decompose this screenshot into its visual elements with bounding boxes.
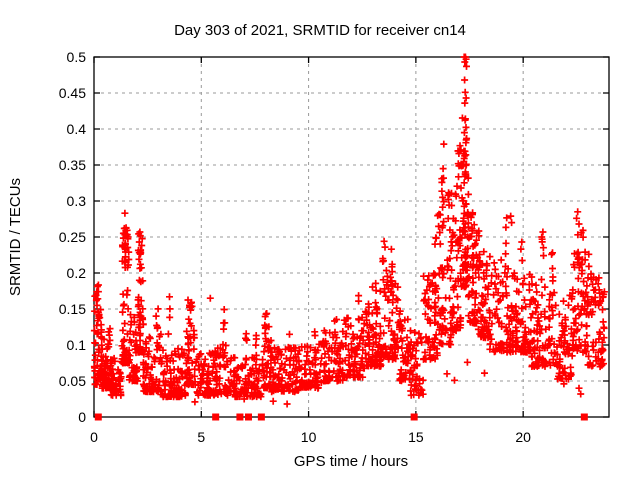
x-tick-label: 10	[301, 429, 317, 445]
zero-value-marker	[257, 413, 265, 421]
zero-value-marker	[236, 413, 244, 421]
zero-value-marker	[245, 413, 252, 421]
zero-value-marker	[212, 413, 220, 421]
y-tick-label: 0.1	[67, 337, 87, 353]
x-axis-label: GPS time / hours	[294, 453, 408, 470]
x-tick-label: 20	[515, 429, 531, 445]
x-tick-labels: 0 5 10 15 20	[90, 429, 531, 445]
zero-value-marker	[410, 413, 418, 421]
y-tick-label: 0.3	[67, 193, 87, 209]
y-tick-label: 0	[78, 409, 86, 425]
y-axis-label: SRMTID / TECUs	[7, 178, 24, 296]
y-tick-label: 0.5	[67, 49, 87, 65]
y-tick-label: 0.25	[59, 229, 86, 245]
zero-value-marker	[94, 413, 102, 421]
y-tick-label: 0.2	[67, 265, 87, 281]
x-tick-label: 15	[408, 429, 424, 445]
y-tick-label: 0.35	[59, 157, 86, 173]
y-tick-label: 0.45	[59, 85, 86, 101]
x-tick-label: 5	[197, 429, 205, 445]
zero-value-marker	[580, 413, 588, 421]
y-tick-label: 0.4	[67, 121, 87, 137]
zero-value-points	[94, 413, 588, 421]
y-tick-label: 0.05	[59, 373, 86, 389]
y-tick-label: 0.15	[59, 301, 86, 317]
y-tick-labels: 0 0.05 0.1 0.15 0.2 0.25 0.3 0.35 0.4 0.45 0.5	[59, 49, 86, 425]
data-points	[90, 53, 608, 408]
x-tick-label: 0	[90, 429, 98, 445]
chart-title: Day 303 of 2021, SRMTID for receiver cn1…	[174, 22, 466, 39]
